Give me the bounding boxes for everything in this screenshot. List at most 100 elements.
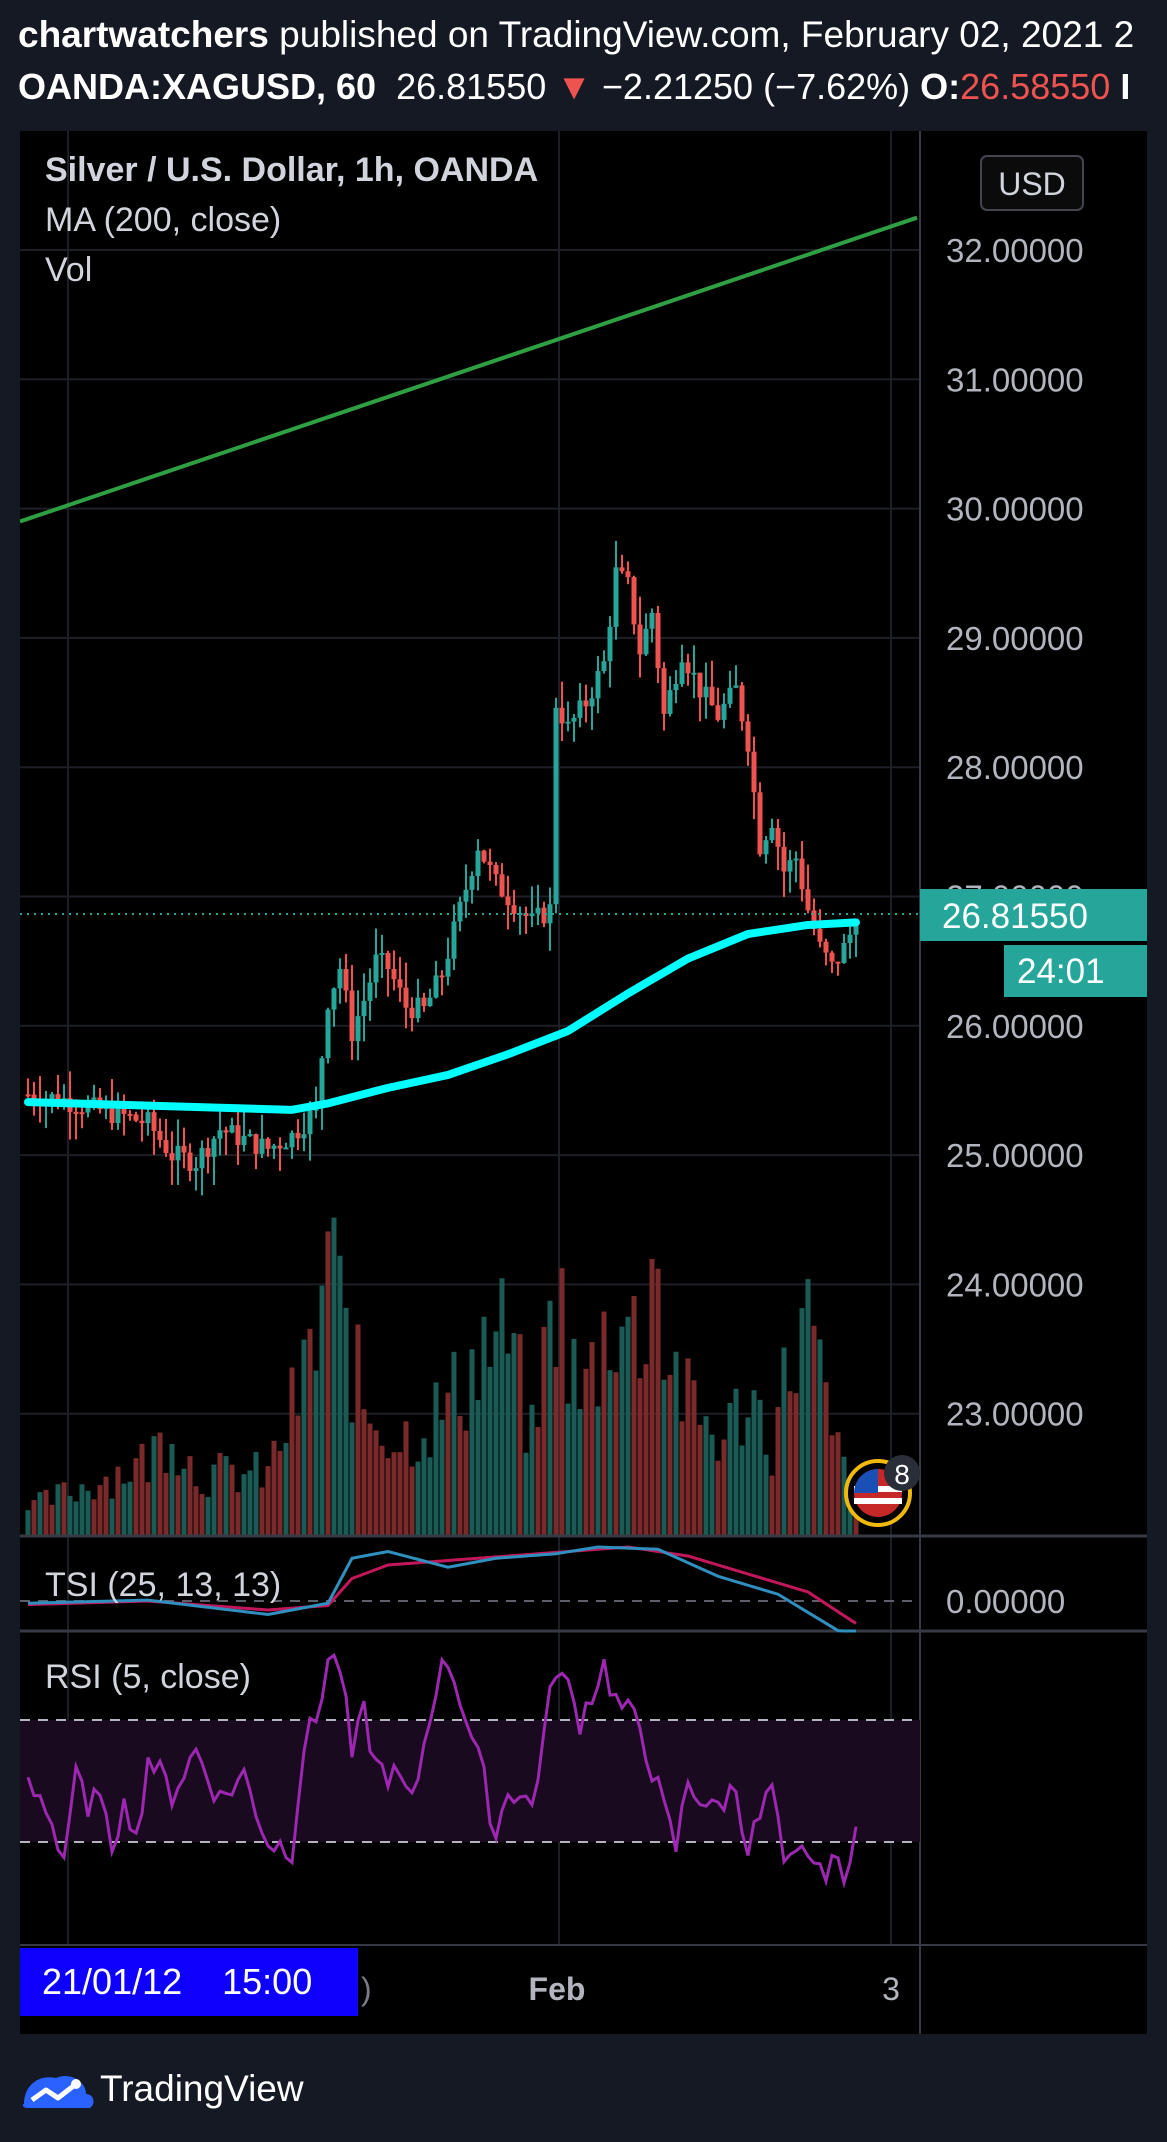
candles <box>25 541 859 1196</box>
candle <box>445 958 451 977</box>
candle <box>511 905 517 914</box>
candle <box>181 1145 187 1153</box>
volume-bar <box>631 1295 637 1536</box>
legend-vol[interactable]: Vol <box>45 251 92 289</box>
candle <box>661 668 667 714</box>
volume-bar <box>229 1464 235 1536</box>
volume-bar <box>211 1464 217 1536</box>
author-name[interactable]: chartwatchers <box>18 14 269 55</box>
candle <box>205 1147 211 1157</box>
volume-bar <box>475 1400 481 1536</box>
candle <box>601 661 607 672</box>
price-tick-label: 26.00000 <box>946 1008 1084 1045</box>
candle <box>535 907 541 914</box>
candle <box>829 952 835 962</box>
volume-bar <box>625 1316 631 1536</box>
volume-bar <box>517 1334 523 1536</box>
volume-bar <box>565 1403 571 1536</box>
tsi-pane: 0.00000 <box>20 1545 1065 1633</box>
candle <box>487 861 493 866</box>
candle <box>823 941 829 953</box>
candle <box>769 827 775 841</box>
currency-button[interactable]: USD <box>998 166 1066 202</box>
footer <box>0 2034 1167 2142</box>
candle <box>703 686 709 698</box>
candle <box>751 751 757 793</box>
candle <box>709 686 715 706</box>
candle <box>283 1147 289 1150</box>
volume-bar <box>643 1364 649 1536</box>
candle <box>85 1103 91 1113</box>
price-tick-label: 28.00000 <box>946 749 1084 786</box>
volume-bar <box>289 1367 295 1536</box>
candle <box>121 1105 127 1114</box>
volume-bar <box>583 1368 589 1536</box>
volume-bar <box>349 1422 355 1536</box>
price-tick-label: 24.00000 <box>946 1266 1084 1303</box>
volume-bar <box>235 1492 241 1536</box>
chart-area[interactable]: 32.00000 31.00000 30.00000 29.00000 28.00000… <box>20 131 1147 2034</box>
volume-bar <box>799 1308 805 1536</box>
candle <box>385 952 391 970</box>
tradingview-logo-icon[interactable] <box>16 2066 98 2112</box>
legend-title[interactable]: Silver / U.S. Dollar, 1h, OANDA <box>45 151 538 189</box>
legend-ma[interactable]: MA (200, close) <box>45 201 281 239</box>
legend-tsi[interactable]: TSI (25, 13, 13) <box>45 1566 281 1604</box>
volume-bar <box>721 1439 727 1536</box>
candle <box>157 1130 163 1141</box>
candle <box>673 684 679 691</box>
candle <box>655 612 661 669</box>
price-tick-label: 23.00000 <box>946 1396 1084 1433</box>
candle <box>721 703 727 720</box>
volume-bar <box>499 1278 505 1536</box>
open-label: O: <box>920 66 961 107</box>
trendline[interactable] <box>20 215 918 524</box>
volume-bar <box>343 1307 349 1536</box>
volume-bar <box>277 1450 283 1536</box>
candle <box>337 969 343 989</box>
chart-svg[interactable]: 32.0000031.0000030.0000029.0000028.00000… <box>20 131 1147 2034</box>
candle <box>517 913 523 916</box>
volume-bar <box>487 1366 493 1536</box>
volume-bar <box>253 1452 259 1536</box>
volume-bar <box>595 1406 601 1536</box>
symbol-line: OANDA:XAGUSD, 60 26.81550 ▼ −2.21250 (−7… <box>18 66 1130 108</box>
legend-rsi[interactable]: RSI (5, close) <box>45 1658 251 1696</box>
candle <box>265 1138 271 1149</box>
candle <box>241 1135 247 1146</box>
candle <box>127 1113 133 1116</box>
grid <box>20 131 920 1945</box>
candle <box>325 1009 331 1059</box>
rsi-pane <box>20 1652 920 1889</box>
candle <box>853 920 859 935</box>
volume-bar <box>283 1442 289 1536</box>
candle <box>415 997 421 1019</box>
candle <box>457 901 463 922</box>
volume-bar <box>247 1470 253 1536</box>
candle <box>739 685 745 722</box>
candle <box>217 1130 223 1139</box>
candle <box>109 1105 115 1124</box>
candle <box>847 934 853 943</box>
volume-bar <box>751 1390 757 1536</box>
candle <box>697 672 703 698</box>
candle <box>163 1140 169 1154</box>
events-badge[interactable]: 8 <box>844 1455 920 1527</box>
candle <box>667 690 673 714</box>
currency-button-box[interactable] <box>980 155 1084 211</box>
candle <box>223 1130 229 1133</box>
symbol-name: OANDA:XAGUSD, 60 <box>18 66 377 107</box>
volume-bar <box>271 1440 277 1536</box>
volume-bar <box>715 1460 721 1536</box>
volume-bar <box>127 1481 133 1536</box>
crosshair-tail: ) <box>361 1971 372 2007</box>
candle <box>625 571 631 578</box>
volume-bar <box>37 1492 43 1536</box>
volume-bar <box>829 1435 835 1536</box>
volume-bar <box>439 1419 445 1536</box>
volume-bar <box>427 1457 433 1536</box>
volume-bar <box>325 1231 331 1536</box>
candle <box>421 997 427 1007</box>
candle <box>589 698 595 707</box>
brand-name[interactable]: TradingView <box>100 2068 304 2109</box>
